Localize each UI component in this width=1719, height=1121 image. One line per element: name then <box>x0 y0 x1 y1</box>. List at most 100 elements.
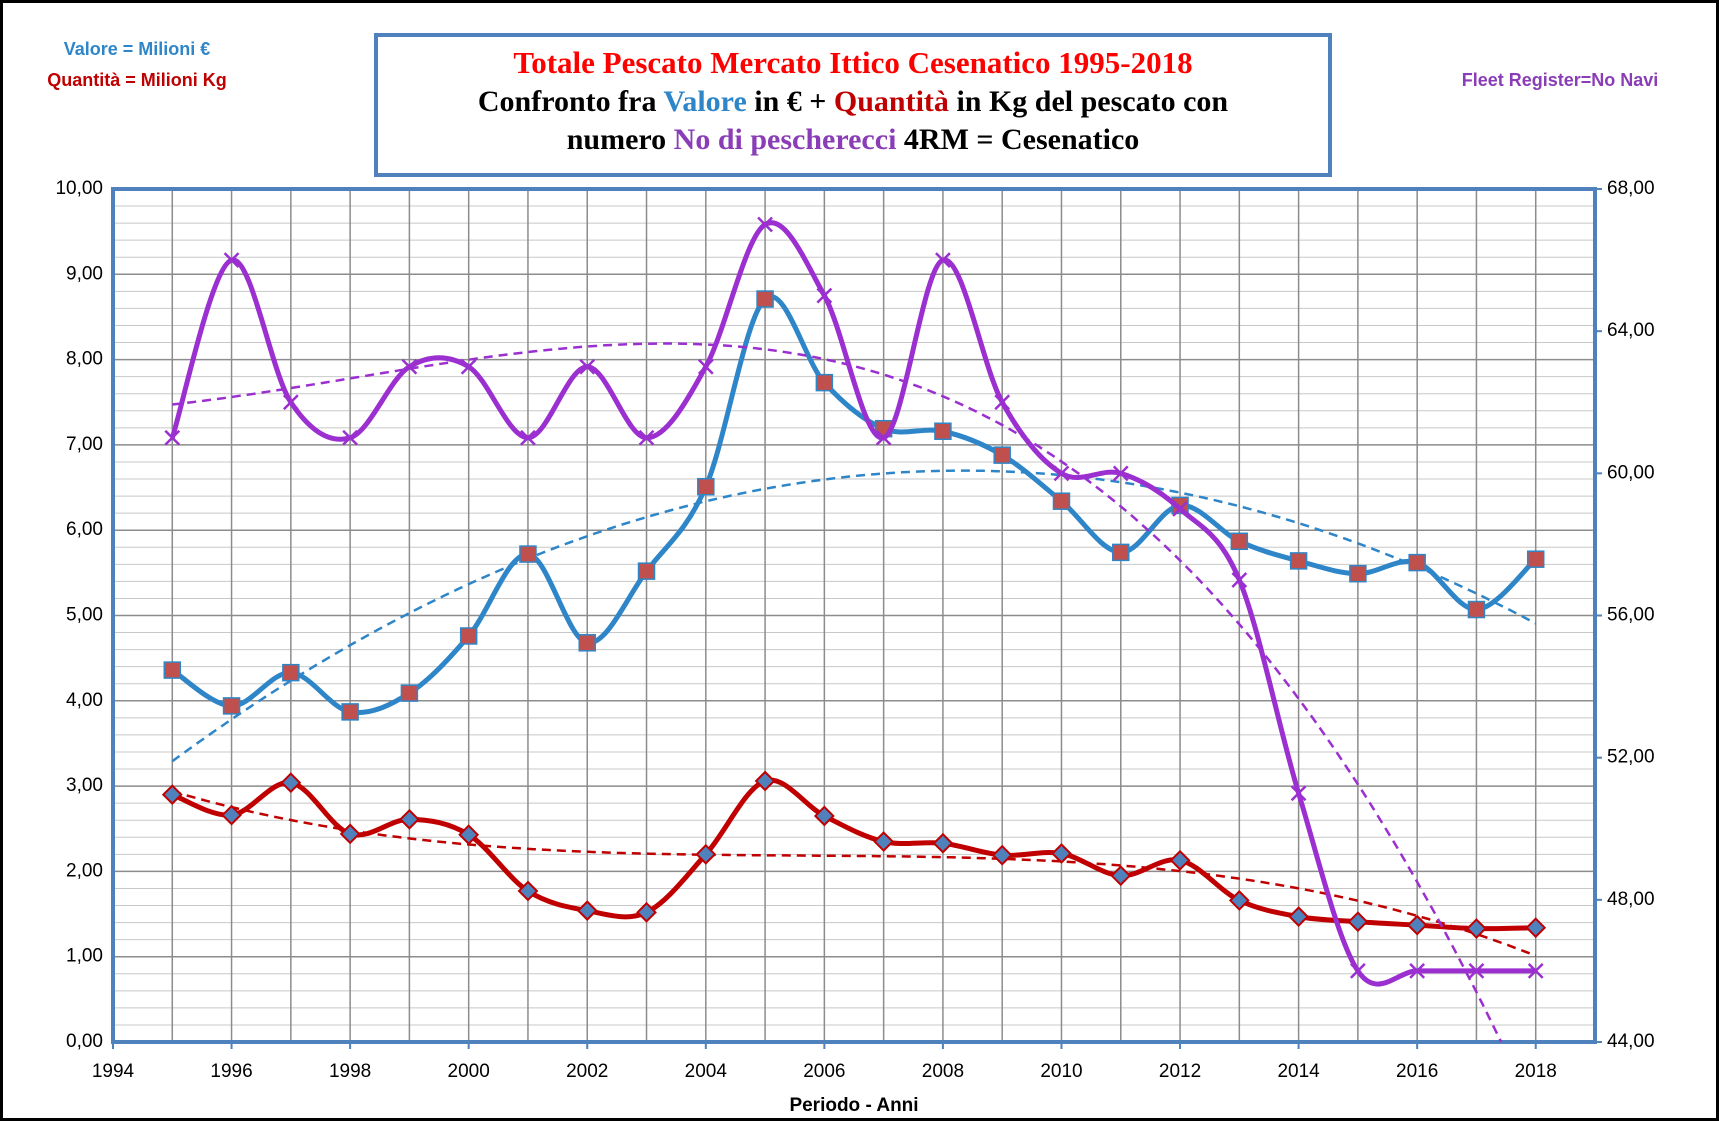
marker <box>520 429 536 446</box>
grid: 0,00 1,00 2,00 3,00 4,00 5,00 6,00 7,00 8,00 9,00… <box>55 178 1654 1082</box>
marker <box>697 477 715 496</box>
y-tick-label: 6,00 <box>66 519 103 540</box>
plot <box>161 216 1547 1042</box>
x-tick-label: 2004 <box>685 1061 728 1082</box>
marker <box>1169 849 1191 871</box>
y-tick-label: 7,00 <box>66 434 103 455</box>
marker <box>1112 465 1129 482</box>
y-tick-label: 9,00 <box>66 263 103 284</box>
marker <box>1409 963 1426 979</box>
marker <box>161 784 183 806</box>
x-tick-label: 1998 <box>329 1061 371 1082</box>
title-segment: Totale Pescato Mercato Ittico Cesenatico… <box>513 45 1192 80</box>
title-box <box>374 33 1332 177</box>
y2-tick-label: 56,00 <box>1607 605 1655 626</box>
marker <box>813 805 835 827</box>
marker <box>280 772 302 794</box>
marker <box>636 901 657 923</box>
y2-tick-label: 68,00 <box>1607 178 1655 199</box>
marker <box>873 831 895 852</box>
marker <box>341 703 359 721</box>
marker <box>1349 963 1366 979</box>
marker <box>932 832 954 854</box>
y2-tick-label: 48,00 <box>1607 889 1655 910</box>
marker <box>757 216 773 233</box>
y-tick-label: 10,00 <box>55 178 103 199</box>
marker <box>282 394 299 411</box>
marker <box>401 358 418 375</box>
y-tick-label: 1,00 <box>66 946 103 967</box>
y-tick-label: 2,00 <box>66 860 103 881</box>
trend-line <box>171 790 1537 957</box>
marker <box>1290 785 1307 802</box>
marker <box>342 429 359 446</box>
marker <box>459 627 478 645</box>
marker <box>875 429 892 446</box>
marker <box>991 844 1013 866</box>
marker <box>994 394 1011 411</box>
marker <box>1051 843 1072 864</box>
title-segment: in Kg del pescato con <box>949 85 1228 118</box>
plot-border <box>111 187 1597 1044</box>
title-segment: Valore <box>663 85 746 118</box>
y2-tick-label: 64,00 <box>1607 320 1655 341</box>
marker <box>1526 550 1545 568</box>
marker <box>1347 911 1369 933</box>
y2-tick-label: 52,00 <box>1607 747 1655 768</box>
marker <box>517 880 539 902</box>
marker <box>816 287 833 304</box>
marker <box>934 422 952 441</box>
marker <box>637 562 656 580</box>
marker <box>282 663 300 682</box>
y-tick-label: 5,00 <box>66 605 103 626</box>
marker <box>579 358 596 375</box>
marker <box>221 804 242 826</box>
marker <box>756 290 774 308</box>
marker <box>339 823 361 845</box>
marker <box>1406 914 1428 936</box>
title-segment: numero <box>567 123 674 156</box>
y-tick-label: 4,00 <box>66 690 103 711</box>
marker <box>1052 492 1071 510</box>
marker <box>460 358 477 375</box>
note-left-1: Valore = Milioni € <box>64 39 211 59</box>
marker <box>400 684 419 702</box>
note-right: Fleet Register=No Navi <box>1462 70 1659 90</box>
series-line <box>169 220 1536 987</box>
title-segment: No di pescherecci <box>674 123 897 156</box>
marker <box>1288 906 1310 928</box>
marker <box>1230 532 1249 551</box>
marker <box>1289 552 1308 570</box>
marker <box>1525 917 1547 939</box>
marker <box>993 446 1011 464</box>
marker <box>1231 572 1248 588</box>
marker <box>1228 889 1250 911</box>
marker <box>164 429 181 446</box>
marker <box>1172 500 1188 517</box>
marker <box>754 770 776 792</box>
marker <box>223 252 240 268</box>
title-line: Totale Pescato Mercato Ittico Cesenatico… <box>513 45 1192 80</box>
x-tick-label: 2000 <box>448 1061 490 1082</box>
marker <box>458 824 480 846</box>
title-line: Confronto fra Valore in € + Quantità in … <box>478 85 1229 118</box>
marker <box>576 900 598 922</box>
x-tick-label: 2014 <box>1277 1061 1320 1082</box>
marker <box>398 808 420 830</box>
title-segment: in € + <box>747 85 834 118</box>
trend-line <box>172 342 1503 1042</box>
marker <box>1466 918 1487 939</box>
y-tick-label: 8,00 <box>66 349 103 370</box>
trend-line <box>171 469 1537 763</box>
x-tick-label: 1996 <box>210 1061 252 1082</box>
marker <box>1467 600 1486 619</box>
marker <box>1053 465 1070 482</box>
marker <box>815 373 834 392</box>
x-tick-label: 2008 <box>922 1061 964 1082</box>
marker <box>1110 865 1132 887</box>
marker <box>1112 543 1130 562</box>
title-line: numero No di pescherecci 4RM = Cesenatic… <box>567 123 1140 156</box>
x-tick-label: 2010 <box>1040 1061 1082 1082</box>
x-tick-label: 2012 <box>1159 1061 1201 1082</box>
